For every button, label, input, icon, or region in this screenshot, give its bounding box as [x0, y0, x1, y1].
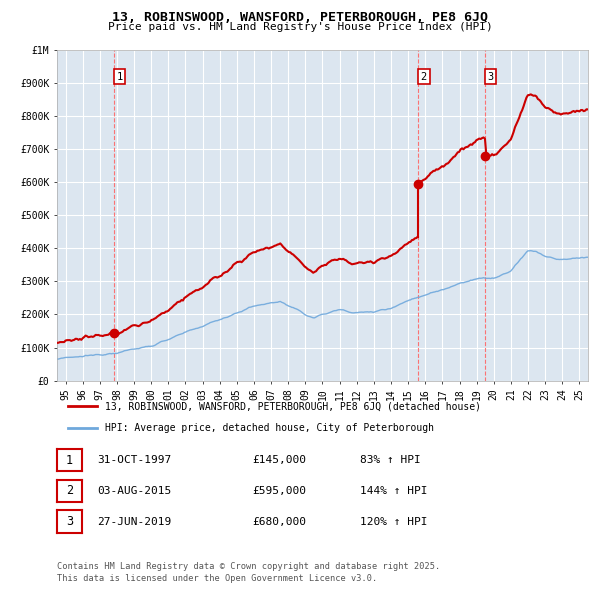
- Text: Contains HM Land Registry data © Crown copyright and database right 2025.
This d: Contains HM Land Registry data © Crown c…: [57, 562, 440, 583]
- Text: 03-AUG-2015: 03-AUG-2015: [97, 486, 172, 496]
- Text: 2: 2: [421, 71, 427, 81]
- Text: 83% ↑ HPI: 83% ↑ HPI: [360, 455, 421, 465]
- Text: 144% ↑ HPI: 144% ↑ HPI: [360, 486, 427, 496]
- Text: 3: 3: [66, 515, 73, 528]
- Text: 1: 1: [66, 454, 73, 467]
- Text: Price paid vs. HM Land Registry's House Price Index (HPI): Price paid vs. HM Land Registry's House …: [107, 22, 493, 32]
- Text: £145,000: £145,000: [252, 455, 306, 465]
- Text: 1: 1: [116, 71, 123, 81]
- Text: £680,000: £680,000: [252, 517, 306, 526]
- Text: 13, ROBINSWOOD, WANSFORD, PETERBOROUGH, PE8 6JQ (detached house): 13, ROBINSWOOD, WANSFORD, PETERBOROUGH, …: [105, 401, 481, 411]
- Text: 120% ↑ HPI: 120% ↑ HPI: [360, 517, 427, 526]
- Text: £595,000: £595,000: [252, 486, 306, 496]
- Text: 13, ROBINSWOOD, WANSFORD, PETERBOROUGH, PE8 6JQ: 13, ROBINSWOOD, WANSFORD, PETERBOROUGH, …: [112, 11, 488, 24]
- Text: 27-JUN-2019: 27-JUN-2019: [97, 517, 172, 526]
- Text: HPI: Average price, detached house, City of Peterborough: HPI: Average price, detached house, City…: [105, 424, 434, 434]
- Text: 2: 2: [66, 484, 73, 497]
- Text: 3: 3: [488, 71, 494, 81]
- Text: 31-OCT-1997: 31-OCT-1997: [97, 455, 172, 465]
